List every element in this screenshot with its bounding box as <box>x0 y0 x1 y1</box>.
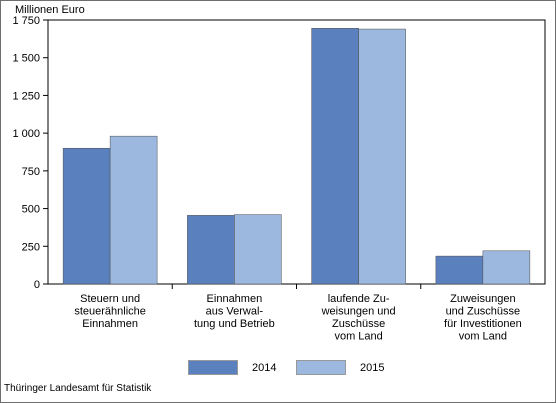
bar-2015-4 <box>482 250 531 285</box>
bar-2015-2 <box>234 214 282 285</box>
bar-2015-3 <box>358 28 406 285</box>
y-tick-label: 500 <box>22 204 40 216</box>
bar-2014-2 <box>187 215 235 285</box>
category-label: tung und Betrieb <box>194 318 275 330</box>
bar-2015-1 <box>109 135 158 285</box>
legend-swatch-2015 <box>296 360 346 375</box>
category-label: vom Land <box>334 331 382 343</box>
category-label: Zuweisungen <box>450 293 515 305</box>
category-label: vom Land <box>459 331 507 343</box>
legend-swatch-2014 <box>188 360 238 375</box>
category-label: weisungen und <box>321 306 396 318</box>
y-axis-unit-label: Millionen Euro <box>15 4 85 16</box>
y-tick-label: 750 <box>22 166 40 178</box>
category-label: Zuschüsse <box>332 318 385 330</box>
category-label: Steuern und <box>80 293 140 305</box>
category-label: für Investitionen <box>444 318 522 330</box>
legend-label-2015: 2015 <box>360 361 385 374</box>
bar-2014-4 <box>435 255 484 285</box>
y-tick-label: 1 000 <box>12 128 40 140</box>
category-label: Einnahmen <box>207 293 263 305</box>
category-label: und Zuschüsse <box>446 306 521 318</box>
y-tick-label: 1 500 <box>12 53 40 65</box>
legend-label-2014: 2014 <box>252 361 277 374</box>
legend-item-2014: 2014 <box>188 360 276 375</box>
y-tick-label: 0 <box>34 279 40 291</box>
y-tick-label: 250 <box>22 241 40 253</box>
bar-2014-1 <box>62 147 111 285</box>
y-tick-label: 1 750 <box>12 15 40 27</box>
category-label: Einnahmen <box>82 318 138 330</box>
bar-2014-3 <box>311 28 359 285</box>
source-note: Thüringer Landesamt für Statistik <box>4 383 152 394</box>
y-tick-label: 1 250 <box>12 90 40 102</box>
category-label: steuerähnliche <box>74 306 146 318</box>
category-label: laufende Zu- <box>328 293 390 305</box>
legend-item-2015: 2015 <box>296 360 384 375</box>
category-label: aus Verwal- <box>206 306 264 318</box>
